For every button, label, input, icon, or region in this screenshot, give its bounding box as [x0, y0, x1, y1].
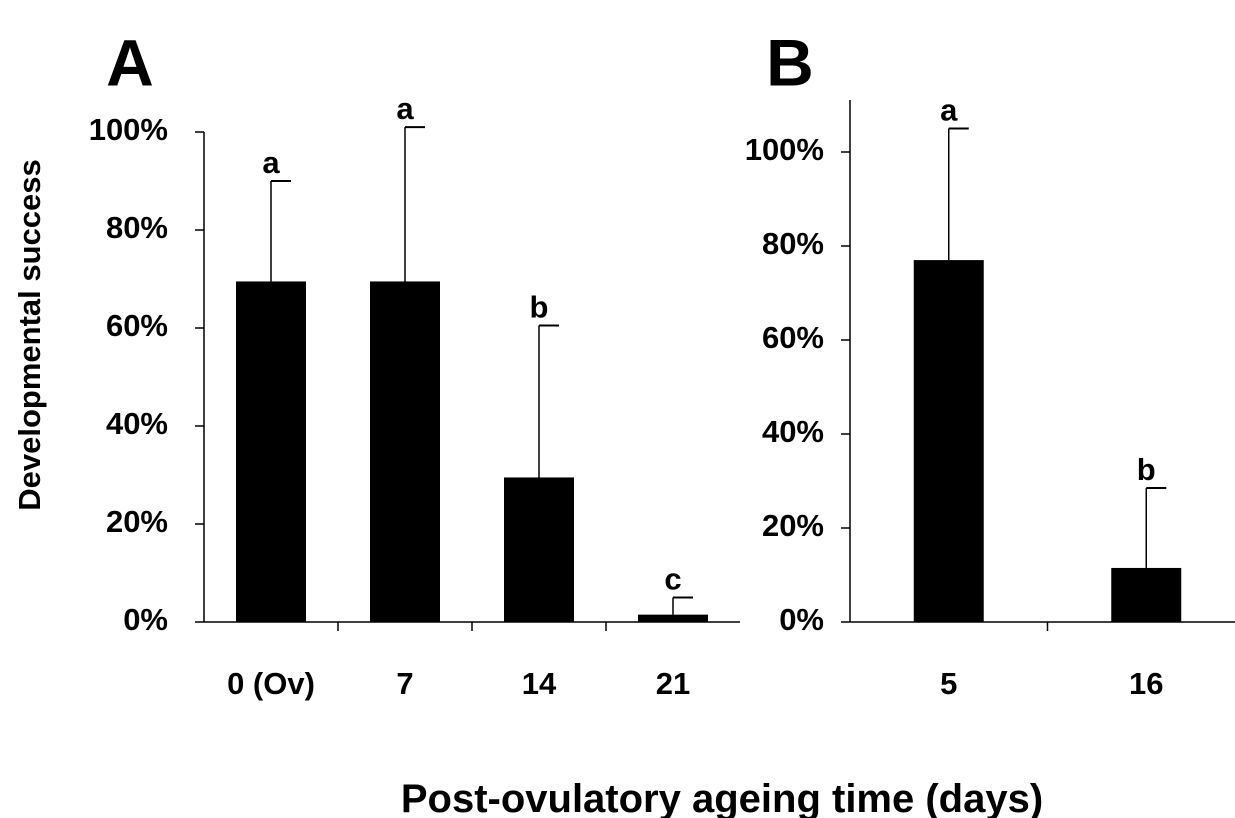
bar	[638, 614, 708, 622]
bar	[913, 260, 984, 622]
significance-label: a	[940, 93, 958, 128]
y-tick-label: 40%	[106, 406, 168, 441]
x-tick-label: 16	[1129, 666, 1163, 701]
y-tick-label: 0%	[779, 602, 824, 637]
bar	[504, 477, 574, 622]
bar	[370, 281, 440, 622]
y-tick-label: 0%	[123, 602, 168, 637]
significance-label: a	[262, 145, 280, 180]
y-tick-label: 80%	[106, 210, 168, 245]
significance-label: b	[1137, 452, 1156, 487]
y-axis-label: Developmental success	[12, 159, 47, 511]
y-tick-label: 60%	[106, 308, 168, 343]
y-tick-label: 100%	[745, 132, 824, 167]
bar	[236, 281, 306, 622]
bar	[1111, 567, 1182, 622]
y-tick-label: 20%	[106, 504, 168, 539]
x-axis-label: Post-ovulatory ageing time (days)	[401, 777, 1043, 818]
y-tick-label: 20%	[762, 508, 824, 543]
x-tick-label: 5	[940, 666, 957, 701]
y-tick-label: 100%	[89, 112, 168, 147]
panel-label: A	[106, 25, 154, 99]
panel-a: A 0% 20% 40% 60% 80% 100% a 0 (Ov) a 7 b 14 c 21	[89, 25, 740, 701]
significance-label: a	[396, 91, 414, 126]
panel-b: B 0% 20% 40% 60% 80% 100% a 5 b 16	[745, 25, 1235, 701]
x-tick-label: 7	[396, 666, 413, 701]
y-tick-label: 80%	[762, 226, 824, 261]
significance-label: b	[530, 290, 549, 325]
panel-label: B	[766, 25, 814, 99]
significance-label: c	[664, 562, 681, 597]
y-tick-label: 40%	[762, 414, 824, 449]
y-tick-label: 60%	[762, 320, 824, 355]
x-tick-label: 0 (Ov)	[227, 666, 315, 701]
x-tick-label: 14	[522, 666, 557, 701]
x-tick-label: 21	[656, 666, 690, 701]
